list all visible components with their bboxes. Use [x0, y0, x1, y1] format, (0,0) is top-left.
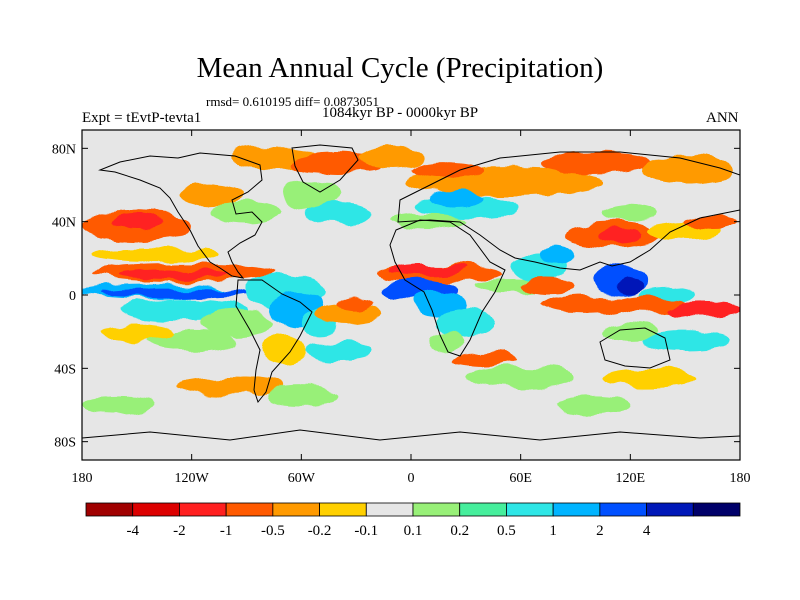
- anomaly-region-39: [520, 278, 576, 294]
- anomaly-region-60: [82, 395, 156, 415]
- y-tick-label: 80N: [52, 142, 76, 157]
- anomaly-field: [82, 146, 740, 415]
- anomaly-region-3: [118, 270, 229, 280]
- colorbar-swatch: [85, 502, 134, 517]
- axis-ticks: 180 120W 60W 0 60E 120E 180 80N 40N 0 40S 80S: [52, 130, 751, 486]
- anomaly-region-11: [200, 309, 274, 336]
- colorbar-swatch: [225, 502, 274, 517]
- colorbar: -4 -2 -1 -0.5 -0.2 -0.1 0.1 0.2 0.5 1 2 4: [85, 502, 741, 539]
- anomaly-region-30: [389, 263, 470, 275]
- y-tick-label: 0: [69, 289, 76, 304]
- anomaly-region-49: [612, 295, 686, 314]
- anomaly-region-24: [538, 152, 649, 174]
- colorbar-swatch: [552, 502, 601, 517]
- colorbar-label: -2: [173, 523, 186, 539]
- colorbar-swatch: [319, 502, 367, 517]
- anomaly-region-52: [602, 322, 658, 341]
- anomaly-region-59: [264, 386, 338, 406]
- anomaly-region-55: [304, 340, 371, 360]
- y-tick-label: 40S: [54, 362, 76, 377]
- x-tick-label: 120W: [175, 471, 210, 486]
- stats-text: rmsd= 0.610195 diff= 0.0873051: [206, 94, 379, 109]
- anomaly-region-25: [639, 155, 731, 185]
- x-tick-label: 180: [730, 471, 751, 486]
- colorbar-label: 0.2: [450, 523, 469, 539]
- colorbar-swatch: [599, 502, 647, 517]
- anomaly-region-18: [177, 183, 243, 206]
- colorbar-label: -0.1: [354, 523, 378, 539]
- anomaly-region-58: [173, 377, 284, 396]
- anomaly-region-14: [337, 298, 375, 310]
- colorbar-swatch: [412, 502, 461, 517]
- colorbar-label: -0.5: [261, 523, 285, 539]
- anomaly-region-21: [359, 146, 426, 169]
- anomaly-region-1: [109, 214, 165, 230]
- y-tick-label: 40N: [52, 216, 76, 231]
- colorbar-label: -4: [126, 523, 139, 539]
- anomaly-region-42: [599, 229, 644, 244]
- x-tick-label: 120E: [616, 471, 646, 486]
- x-tick-label: 0: [408, 471, 415, 486]
- anomaly-region-45: [685, 214, 740, 230]
- colorbar-label: -0.2: [308, 523, 332, 539]
- colorbar-swatch: [365, 502, 414, 517]
- anomaly-region-27: [429, 192, 485, 208]
- colorbar-label: 2: [596, 523, 604, 539]
- season-label: ANN: [706, 110, 739, 126]
- x-tick-label: 180: [72, 471, 93, 486]
- coastlines: [82, 144, 740, 441]
- x-tick-label: 60E: [509, 471, 532, 486]
- colorbar-swatch: [179, 502, 227, 517]
- colorbar-label: 1: [549, 523, 557, 539]
- period-label: 1084kyr BP - 0000kyr BP: [322, 105, 479, 121]
- anomaly-region-54: [100, 322, 174, 341]
- y-tick-label: 80S: [54, 436, 76, 451]
- anomaly-region-33: [438, 307, 494, 338]
- colorbar-label: 0.1: [404, 523, 423, 539]
- x-tick-label: 60W: [288, 471, 316, 486]
- experiment-label: Expt = tEvtP-tevta1: [82, 110, 202, 126]
- colorbar-label: -1: [220, 523, 233, 539]
- colorbar-swatch: [132, 502, 180, 517]
- anomaly-region-12: [261, 335, 305, 365]
- anomaly-region-56: [465, 366, 576, 389]
- anomaly-region-23: [411, 161, 485, 180]
- anomaly-region-16: [283, 179, 338, 209]
- colorbar-swatch: [459, 502, 507, 517]
- colorbar-swatch: [272, 502, 320, 517]
- anomaly-region-38: [538, 243, 576, 266]
- anomaly-region-34: [429, 331, 466, 351]
- anomaly-region-57: [602, 368, 695, 387]
- colorbar-label: 0.5: [497, 523, 516, 539]
- colorbar-swatch: [506, 502, 554, 517]
- colorbar-swatch: [646, 502, 694, 517]
- anomaly-region-61: [557, 395, 631, 415]
- anomaly-region-4: [91, 247, 220, 262]
- anomaly-region-35: [451, 351, 518, 367]
- anomaly-region-6: [100, 288, 247, 298]
- anomaly-region-47: [615, 278, 645, 294]
- anomaly-region-40: [538, 295, 631, 314]
- anomaly-region-43: [602, 203, 658, 222]
- anomaly-region-28: [392, 214, 466, 230]
- chart-title: Mean Annual Cycle (Precipitation): [196, 52, 604, 84]
- colorbar-label: 4: [643, 523, 651, 539]
- anomaly-region-50: [666, 302, 740, 317]
- colorbar-swatch: [692, 502, 741, 517]
